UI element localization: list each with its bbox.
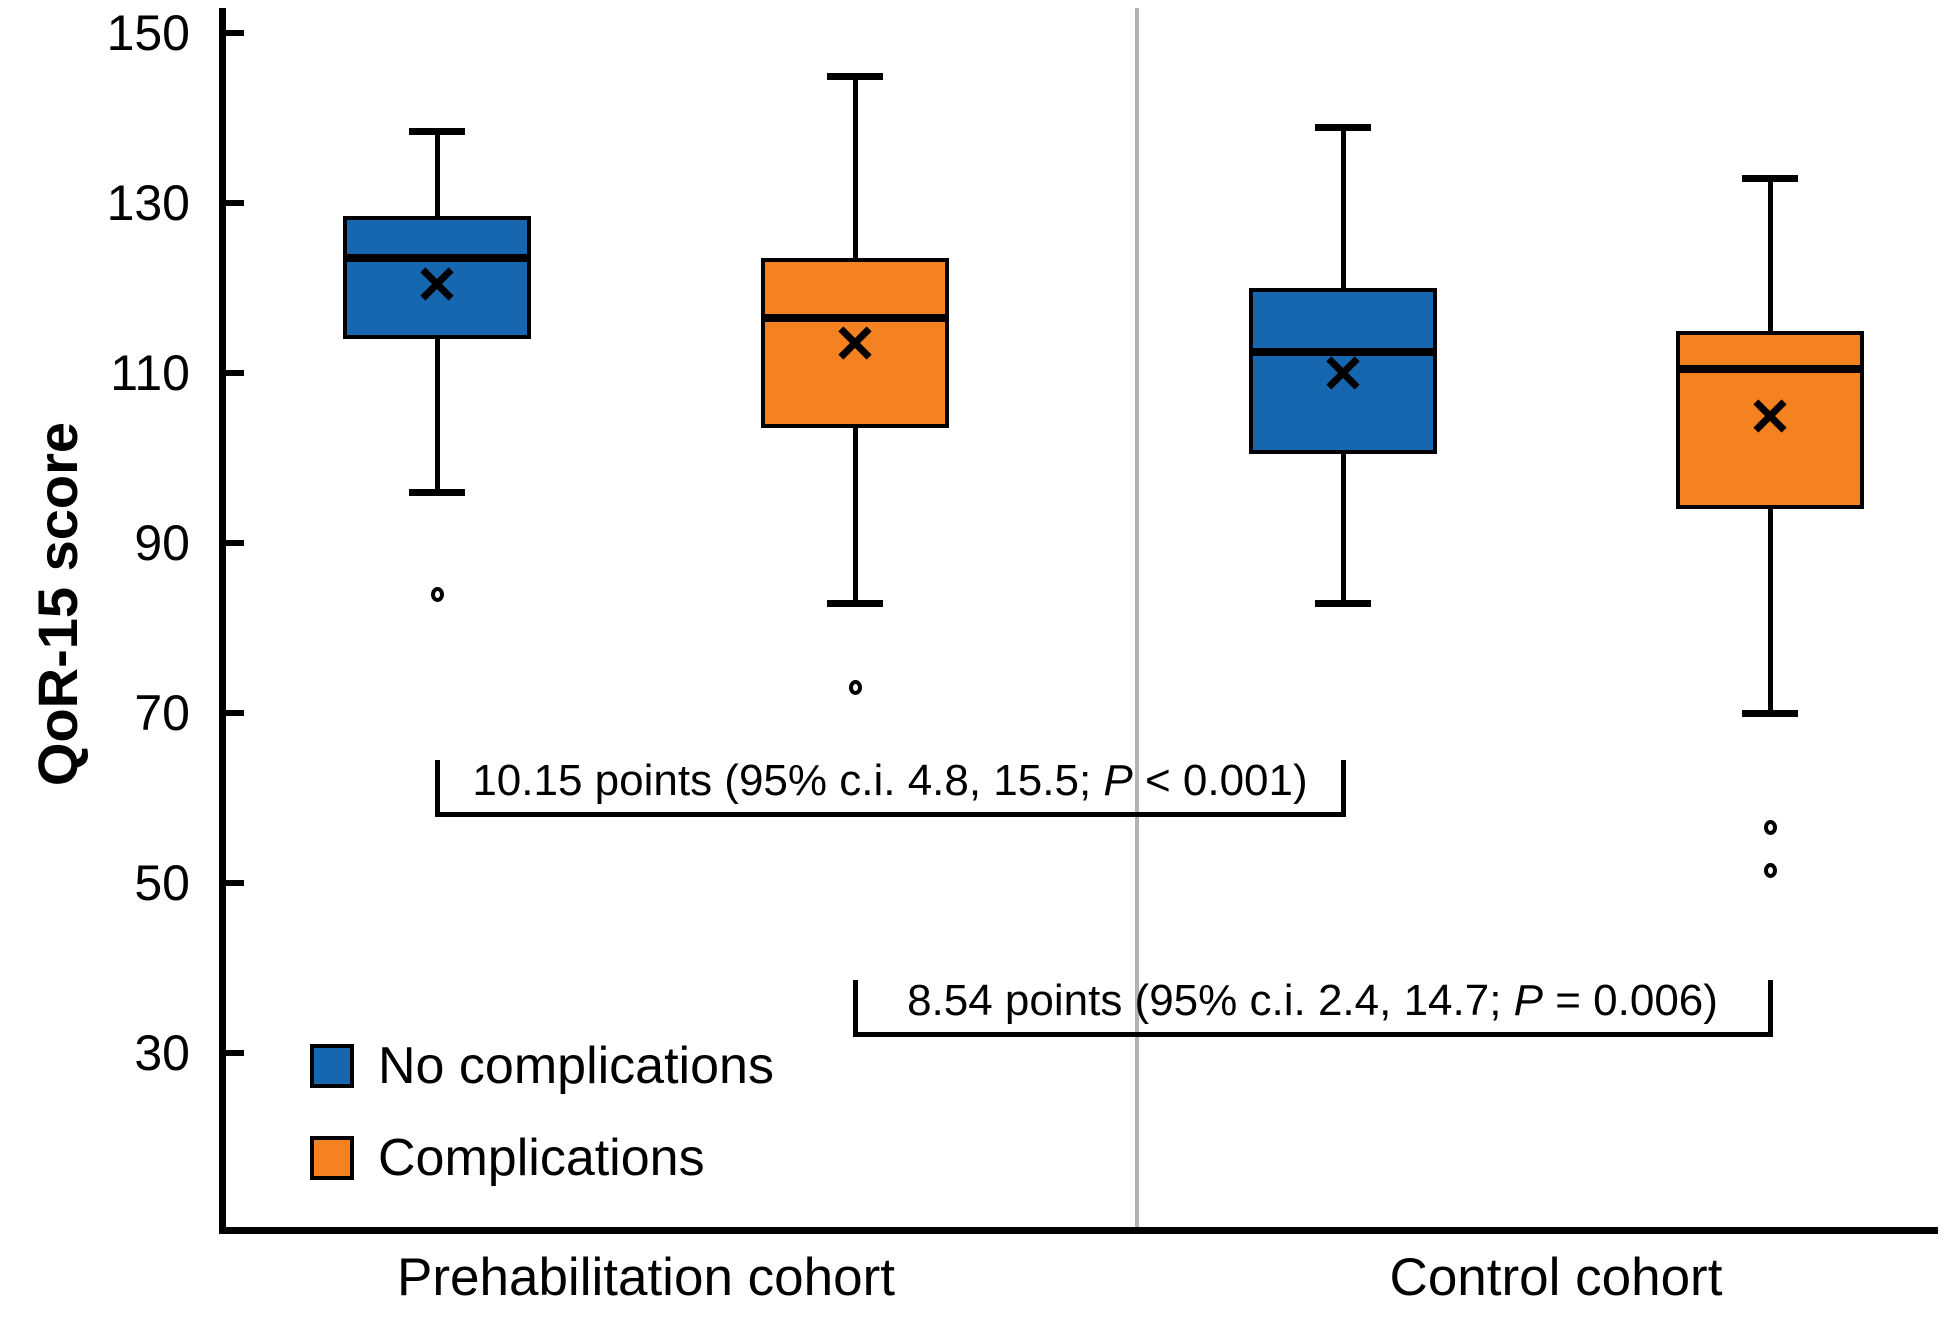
outlier-control-complications-0 bbox=[1763, 820, 1777, 836]
upper-whisker-cap-prehab-no-complications bbox=[409, 127, 465, 135]
bracket-annotation-0: 10.15 points (95% c.i. 4.8, 15.5; P < 0.… bbox=[290, 755, 1490, 807]
upper-whisker-cap-control-no-complications bbox=[1315, 123, 1371, 131]
y-tick-label-50: 50 bbox=[134, 855, 190, 911]
annotation-text: 8.54 points (95% c.i. 2.4, 14.7; bbox=[907, 976, 1514, 1025]
lower-whisker-control-no-complications bbox=[1340, 453, 1346, 603]
lower-whisker-control-complications bbox=[1767, 509, 1773, 713]
annotation-p-italic: P bbox=[1513, 976, 1544, 1025]
lower-whisker-prehab-no-complications bbox=[434, 339, 440, 492]
y-tick-label-30: 30 bbox=[134, 1025, 190, 1081]
x-axis-label-control-cohort: Control cohort bbox=[1389, 1248, 1723, 1307]
upper-whisker-cap-prehab-complications bbox=[827, 72, 883, 80]
median-line-prehab-no-complications bbox=[343, 254, 531, 263]
y-tick-label-70: 70 bbox=[134, 685, 190, 741]
y-tick-70 bbox=[222, 710, 244, 716]
y-tick-110 bbox=[222, 370, 244, 376]
y-tick-label-130: 130 bbox=[106, 175, 190, 231]
cohort-divider-line bbox=[1135, 8, 1139, 1227]
y-tick-50 bbox=[222, 880, 244, 886]
bracket-left-tick-0 bbox=[434, 760, 440, 817]
lower-whisker-prehab-complications bbox=[852, 428, 858, 603]
x-axis-line bbox=[219, 1227, 1938, 1234]
annotation-text: < 0.001) bbox=[1132, 756, 1308, 805]
lower-whisker-cap-prehab-complications bbox=[827, 599, 883, 607]
y-tick-label-150: 150 bbox=[106, 5, 190, 61]
upper-whisker-prehab-complications bbox=[852, 75, 858, 259]
annotation-text: 10.15 points (95% c.i. 4.8, 15.5; bbox=[472, 756, 1104, 805]
mean-marker-prehab-no-complications bbox=[418, 265, 456, 303]
outlier-control-complications-1 bbox=[1763, 862, 1777, 878]
bracket-right-tick-0 bbox=[1340, 760, 1346, 817]
lower-whisker-cap-control-no-complications bbox=[1315, 599, 1371, 607]
mean-marker-control-no-complications bbox=[1324, 354, 1362, 392]
legend-item-no-complications: No complications bbox=[310, 1040, 774, 1092]
legend-label-no-complications: No complications bbox=[378, 1037, 774, 1095]
median-line-prehab-complications bbox=[761, 313, 949, 322]
bracket-annotation-1: 8.54 points (95% c.i. 2.4, 14.7; P = 0.0… bbox=[713, 975, 1913, 1027]
upper-whisker-control-no-complications bbox=[1340, 126, 1346, 288]
y-tick-label-110: 110 bbox=[110, 345, 190, 401]
legend-label-complications: Complications bbox=[378, 1129, 705, 1187]
y-tick-label-90: 90 bbox=[134, 515, 190, 571]
annotation-text: = 0.006) bbox=[1543, 976, 1718, 1025]
lower-whisker-cap-control-complications bbox=[1742, 710, 1798, 717]
mean-marker-prehab-complications bbox=[836, 324, 874, 362]
bracket-right-tick-1 bbox=[1767, 980, 1773, 1037]
y-tick-130 bbox=[222, 200, 244, 206]
median-line-control-no-complications bbox=[1249, 347, 1437, 356]
bracket-left-tick-1 bbox=[852, 980, 858, 1037]
legend-swatch-complications bbox=[310, 1136, 354, 1180]
bracket-line-1 bbox=[852, 1032, 1773, 1037]
bracket-line-0 bbox=[434, 812, 1346, 817]
outlier-prehab-no-complications-0 bbox=[430, 586, 444, 602]
y-tick-150 bbox=[222, 30, 244, 36]
y-tick-30 bbox=[222, 1050, 244, 1056]
y-tick-90 bbox=[222, 540, 244, 546]
mean-marker-control-complications bbox=[1751, 397, 1789, 435]
upper-whisker-prehab-no-complications bbox=[434, 130, 440, 216]
median-line-control-complications bbox=[1676, 364, 1864, 373]
upper-whisker-cap-control-complications bbox=[1742, 174, 1798, 182]
x-axis-label-prehabilitation-cohort: Prehabilitation cohort bbox=[397, 1248, 895, 1307]
outlier-prehab-complications-0 bbox=[848, 680, 862, 695]
annotation-p-italic: P bbox=[1103, 756, 1133, 805]
legend-item-complications: Complications bbox=[310, 1132, 705, 1184]
upper-whisker-control-complications bbox=[1767, 177, 1773, 331]
lower-whisker-cap-prehab-no-complications bbox=[409, 489, 465, 496]
legend-swatch-no-complications bbox=[310, 1044, 354, 1088]
box-prehab-complications bbox=[761, 258, 949, 429]
y-axis-line bbox=[219, 8, 226, 1234]
